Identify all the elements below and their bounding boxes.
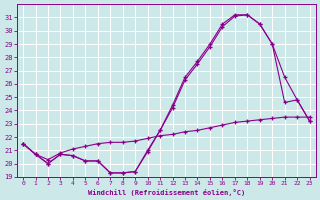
X-axis label: Windchill (Refroidissement éolien,°C): Windchill (Refroidissement éolien,°C)	[88, 189, 245, 196]
